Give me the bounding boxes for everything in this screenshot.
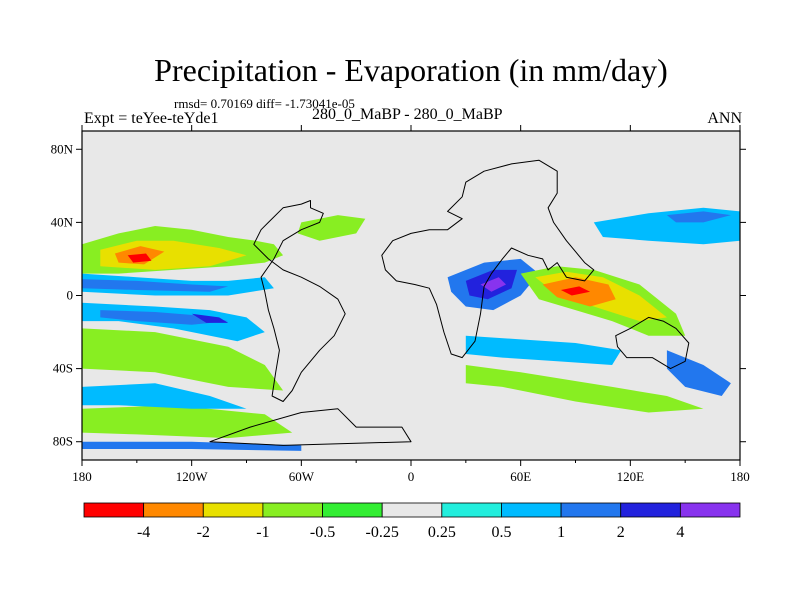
region-north-west-pacific-core bbox=[666, 211, 731, 223]
colorbar-box bbox=[322, 502, 383, 518]
colorbar-label: 2 bbox=[617, 524, 625, 541]
colorbar-label: -4 bbox=[137, 524, 150, 541]
x-tick-label: 60W bbox=[289, 469, 315, 484]
x-tick-label: 120W bbox=[176, 469, 209, 484]
colorbar-box bbox=[381, 502, 443, 518]
y-tick-label: 80N bbox=[51, 141, 74, 156]
colorbar-box bbox=[83, 502, 145, 518]
colorbar-box bbox=[560, 502, 622, 518]
y-tick-label: 80S bbox=[53, 434, 73, 449]
colorbar-box bbox=[679, 502, 741, 518]
colorbar-label: -0.25 bbox=[366, 524, 399, 541]
coastline-europe-africa-asia bbox=[381, 159, 595, 359]
colorbar-label: 0.25 bbox=[428, 524, 456, 541]
x-tick-label: 180 bbox=[72, 469, 92, 484]
colorbar-label: -1 bbox=[256, 524, 269, 541]
region-south-indian-band bbox=[465, 365, 704, 413]
x-tick-label: 180 bbox=[730, 469, 750, 484]
region-southern-ocean-band bbox=[82, 405, 293, 439]
contour-fills bbox=[82, 207, 740, 451]
coastline-antarctica bbox=[209, 408, 412, 446]
region-south-pacific-dry bbox=[82, 328, 284, 391]
coastline-americas bbox=[253, 200, 346, 402]
coastline-australia bbox=[615, 316, 690, 370]
region-south-pacific-deep bbox=[191, 313, 229, 323]
y-tick-label: 40N bbox=[51, 214, 74, 229]
experiment-label: Expt = teYee-teYde1 bbox=[84, 110, 219, 127]
chart-title: Precipitation - Evaporation (in mm/day) bbox=[154, 52, 668, 88]
colorbar-label: -0.5 bbox=[310, 524, 335, 541]
colorbar: -4 -2 -1 -0.5 -0.25 0.25 0.5 1 2 4 bbox=[83, 502, 741, 541]
map-axes: 180 120W 60W 0 60E 120E 180 80N 40N 0 40S 80S bbox=[51, 125, 750, 484]
x-tick-label: 0 bbox=[408, 469, 415, 484]
x-tick-label: 120E bbox=[617, 469, 645, 484]
colorbar-box bbox=[620, 502, 681, 518]
region-equatorial-pacific-wet-core bbox=[82, 279, 229, 292]
region-east-pacific-south bbox=[666, 350, 731, 396]
colorbar-box bbox=[202, 502, 264, 518]
x-tick-label: 60E bbox=[510, 469, 531, 484]
region-south-pacific-core bbox=[100, 310, 229, 325]
region-north-pacific-peak bbox=[127, 253, 152, 263]
y-tick-label: 0 bbox=[67, 288, 74, 303]
colorbar-box bbox=[143, 502, 204, 518]
colorbar-box bbox=[501, 502, 562, 518]
region-south-indian-ocean bbox=[465, 335, 622, 365]
colorbar-box bbox=[262, 502, 323, 518]
colorbar-label: 1 bbox=[557, 524, 565, 541]
season-label: ANN bbox=[707, 110, 742, 127]
stats-line: rmsd= 0.70169 diff= -1.73041e-05 bbox=[174, 96, 355, 111]
colorbar-label: 4 bbox=[676, 524, 684, 541]
region-southern-ocean-wet bbox=[82, 383, 247, 409]
region-indian-ocean-peak bbox=[480, 277, 506, 292]
colorbar-box bbox=[441, 502, 502, 518]
region-west-pacific-peak bbox=[560, 286, 591, 296]
region-north-atlantic-dry bbox=[297, 215, 366, 241]
chart-subtitle: 280_0_MaBP - 280_0_MaBP bbox=[312, 106, 503, 123]
y-tick-label: 40S bbox=[53, 361, 73, 376]
colorbar-label: -2 bbox=[197, 524, 210, 541]
continent-outlines bbox=[209, 159, 690, 446]
colorbar-label: 0.5 bbox=[491, 524, 511, 541]
